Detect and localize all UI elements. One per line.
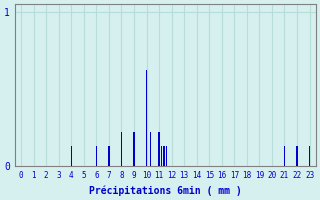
Bar bbox=[166, 146, 167, 166]
Bar bbox=[158, 132, 160, 166]
X-axis label: Précipitations 6min ( mm ): Précipitations 6min ( mm ) bbox=[89, 185, 242, 196]
Bar bbox=[121, 132, 122, 166]
Bar bbox=[146, 70, 147, 166]
Bar bbox=[296, 146, 298, 166]
Bar bbox=[108, 146, 110, 166]
Bar bbox=[133, 132, 135, 166]
Bar bbox=[284, 146, 285, 166]
Bar bbox=[149, 132, 151, 166]
Bar bbox=[161, 146, 162, 166]
Bar bbox=[164, 146, 165, 166]
Bar bbox=[309, 146, 310, 166]
Bar bbox=[71, 146, 72, 166]
Bar bbox=[96, 146, 97, 166]
